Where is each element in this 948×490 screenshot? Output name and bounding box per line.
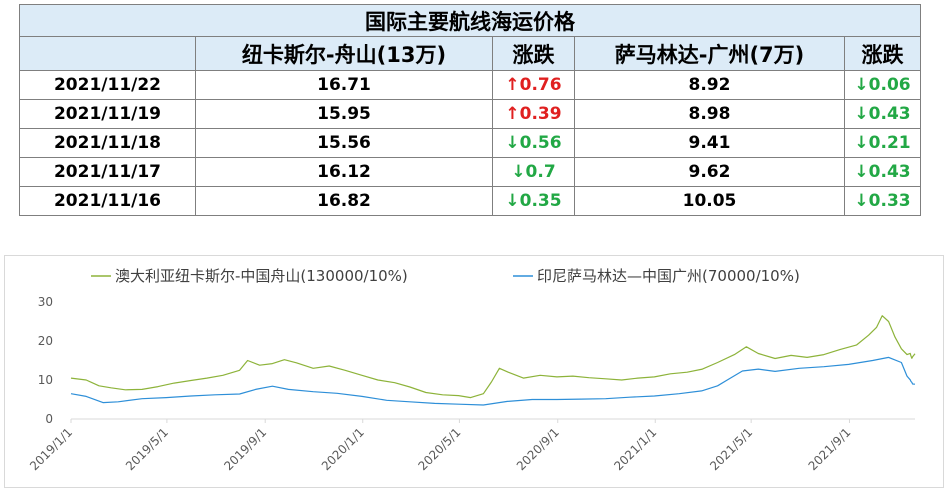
x-tick-label: 2021/1/1 <box>611 425 659 473</box>
y-tick-label: 10 <box>38 373 53 387</box>
y-tick-label: 20 <box>38 334 53 348</box>
table-row: 2021/11/22 16.71 ↑0.76 8.92 ↓0.06 <box>19 70 922 100</box>
y-tick-label: 30 <box>38 295 53 309</box>
route1-price: 16.12 <box>195 157 493 187</box>
table-row: 2021/11/17 16.12 ↓0.7 9.62 ↓0.43 <box>19 157 922 187</box>
header-route1-change: 涨跌 <box>492 36 575 71</box>
route2-price: 8.98 <box>574 99 845 129</box>
chart-panel: 0 10 20 30 2019/1/1 2019/5/1 2019/9/1 2020/1/1 2… <box>4 255 944 488</box>
route1-price: 15.95 <box>195 99 493 129</box>
legend-label-2: 印尼萨马林达—中国广州(70000/10%) <box>537 267 800 285</box>
route1-change: ↓0.35 <box>492 186 575 216</box>
freight-line-chart: 0 10 20 30 2019/1/1 2019/5/1 2019/9/1 2020/1/1 2… <box>27 267 916 473</box>
route2-price: 9.41 <box>574 128 845 158</box>
route2-change: ↓0.06 <box>843 70 922 100</box>
route2-price: 8.92 <box>574 70 845 100</box>
series-line-2 <box>70 356 916 406</box>
row-date: 2021/11/17 <box>19 157 196 187</box>
route2-change: ↓0.43 <box>843 99 922 129</box>
route1-price: 15.56 <box>195 128 493 158</box>
x-tick-label: 2019/5/1 <box>123 425 171 473</box>
table-row: 2021/11/16 16.82 ↓0.35 10.05 ↓0.33 <box>19 186 922 216</box>
table-title: 国际主要航线海运价格 <box>18 4 922 37</box>
x-tick-label: 2020/9/1 <box>514 425 562 473</box>
table-title-row: 国际主要航线海运价格 <box>18 4 922 37</box>
route1-change: ↓0.7 <box>492 157 575 187</box>
route2-price: 9.62 <box>574 157 845 187</box>
header-route2: 萨马林达-广州(7万) <box>574 36 845 71</box>
header-route1: 纽卡斯尔-舟山(13万) <box>195 36 493 71</box>
y-tick-label: 0 <box>45 412 53 426</box>
header-date <box>19 36 196 71</box>
x-tick-label: 2020/1/1 <box>319 425 367 473</box>
x-tick-label: 2019/9/1 <box>221 425 269 473</box>
series-line-1 <box>70 315 916 399</box>
x-tick-label: 2020/5/1 <box>416 425 464 473</box>
route2-change: ↓0.43 <box>843 157 922 187</box>
row-date: 2021/11/16 <box>19 186 196 216</box>
x-tick-label: 2021/5/1 <box>707 425 755 473</box>
route1-change: ↑0.39 <box>492 99 575 129</box>
route1-price: 16.71 <box>195 70 493 100</box>
x-tick-label: 2019/1/1 <box>27 425 75 473</box>
route2-change: ↓0.33 <box>843 186 922 216</box>
route1-change: ↑0.76 <box>492 70 575 100</box>
route2-price: 10.05 <box>574 186 845 216</box>
route1-price: 16.82 <box>195 186 493 216</box>
header-route2-change: 涨跌 <box>843 36 922 71</box>
x-tick-label: 2021/9/1 <box>806 425 854 473</box>
route1-change: ↓0.56 <box>492 128 575 158</box>
table-row: 2021/11/19 15.95 ↑0.39 8.98 ↓0.43 <box>19 99 922 129</box>
row-date: 2021/11/22 <box>19 70 196 100</box>
route2-change: ↓0.21 <box>843 128 922 158</box>
freight-price-table: 国际主要航线海运价格 纽卡斯尔-舟山(13万) 涨跌 萨马林达-广州(7万) 涨… <box>18 4 922 216</box>
legend-label-1: 澳大利亚纽卡斯尔-中国舟山(130000/10%) <box>115 267 408 285</box>
table-row: 2021/11/18 15.56 ↓0.56 9.41 ↓0.21 <box>19 128 922 158</box>
table-body: 2021/11/22 16.71 ↑0.76 8.92 ↓0.06 2021/11/19 1… <box>19 70 922 216</box>
table-header-row: 纽卡斯尔-舟山(13万) 涨跌 萨马林达-广州(7万) 涨跌 <box>19 36 922 71</box>
row-date: 2021/11/19 <box>19 99 196 129</box>
row-date: 2021/11/18 <box>19 128 196 158</box>
